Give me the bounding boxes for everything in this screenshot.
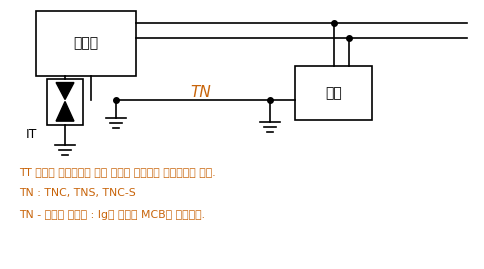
Polygon shape — [56, 83, 74, 100]
Text: TN : TNC, TNS, TNC-S: TN : TNC, TNS, TNC-S — [19, 189, 136, 199]
Bar — [36, 11, 136, 76]
Polygon shape — [56, 101, 74, 121]
Text: TN: TN — [189, 85, 210, 100]
Text: IT: IT — [26, 129, 37, 141]
Bar — [47, 79, 83, 125]
Text: TN - 배선용 차단기 : Ig가 크면로 MCB를 사용한다.: TN - 배선용 차단기 : Ig가 크면로 MCB를 사용한다. — [19, 210, 205, 220]
Text: 변압기: 변압기 — [73, 37, 98, 51]
Text: 부하: 부하 — [324, 86, 341, 100]
Bar — [294, 66, 372, 120]
Text: TT 방식은 임피던스가 크고 전류가 작으며로 누전인단를 쓴다.: TT 방식은 임피던스가 크고 전류가 작으며로 누전인단를 쓴다. — [19, 167, 215, 177]
